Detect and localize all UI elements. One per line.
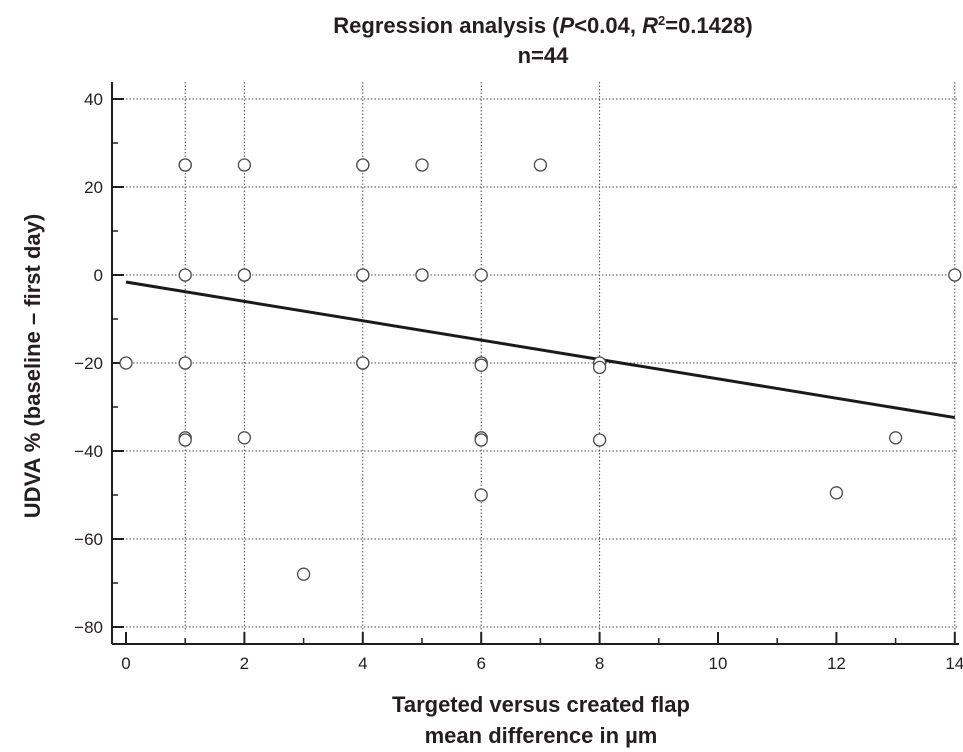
data-point-17 (356, 356, 370, 370)
data-point-10 (237, 431, 252, 445)
x-tick-label-7: 14 (945, 654, 963, 673)
x-axis-label-line1: Targeted versus created flap (392, 692, 690, 717)
data-point-30 (592, 433, 607, 447)
regression-line-group (125, 280, 956, 420)
title-r-symbol: R (642, 13, 658, 38)
y-tick-label-2: 0 (94, 266, 103, 285)
x-tick-label-2: 4 (358, 654, 367, 673)
grid-lines (112, 82, 959, 632)
x-axis-label-line2: mean difference in µm (425, 723, 658, 748)
y-tick-label-3: −20 (74, 354, 103, 373)
title-p-symbol: P (560, 13, 575, 38)
data-point-6 (178, 433, 192, 447)
y-tick-label-1: 20 (84, 178, 103, 197)
tick-labels: 40 20 0 −20 −40 −60 −80 0 2 4 6 8 10 12 14 (74, 90, 963, 673)
data-point-4 (178, 356, 192, 370)
x-tick-label-5: 10 (709, 654, 728, 673)
data-points (119, 158, 962, 581)
x-tick-label-6: 12 (827, 654, 846, 673)
data-point-7 (237, 158, 252, 172)
regression-line (125, 280, 956, 420)
x-tick-label-0: 0 (121, 654, 130, 673)
data-point-13 (356, 158, 370, 172)
chart-title-line2: n=44 (518, 43, 570, 68)
data-point-21 (474, 268, 488, 282)
data-point-18 (415, 158, 429, 172)
chart-title-line1: Regression analysis (P<0.04, R2=0.1428) (333, 13, 752, 38)
data-point-23 (474, 358, 488, 372)
title-prefix: Regression analysis ( (333, 13, 560, 38)
data-point-20 (415, 268, 429, 282)
data-point-25 (474, 433, 488, 447)
y-tick-label-0: 40 (84, 90, 103, 109)
ticks (112, 98, 956, 644)
title-r-exponent: 2 (658, 13, 665, 28)
x-tick-label-3: 6 (476, 654, 485, 673)
data-point-26 (474, 488, 488, 502)
title-p-value: <0.04, (574, 13, 642, 38)
data-point-0 (119, 356, 133, 370)
data-point-2 (178, 158, 192, 172)
y-tick-label-4: −40 (74, 442, 103, 461)
data-point-32 (888, 431, 903, 445)
y-tick-label-6: −80 (74, 618, 103, 637)
data-point-9 (237, 268, 252, 282)
data-point-11 (296, 567, 311, 581)
x-tick-label-1: 2 (240, 654, 249, 673)
data-point-29 (592, 360, 607, 375)
data-point-27 (533, 158, 548, 172)
y-axis-label: UDVA % (baseline – first day) (20, 214, 45, 518)
title-r-value: =0.1428) (665, 13, 752, 38)
x-tick-label-4: 8 (595, 654, 604, 673)
data-point-15 (356, 268, 370, 282)
data-point-33 (948, 268, 962, 282)
data-point-31 (829, 486, 844, 500)
y-tick-label-5: −60 (74, 530, 103, 549)
data-point-3 (178, 268, 192, 282)
